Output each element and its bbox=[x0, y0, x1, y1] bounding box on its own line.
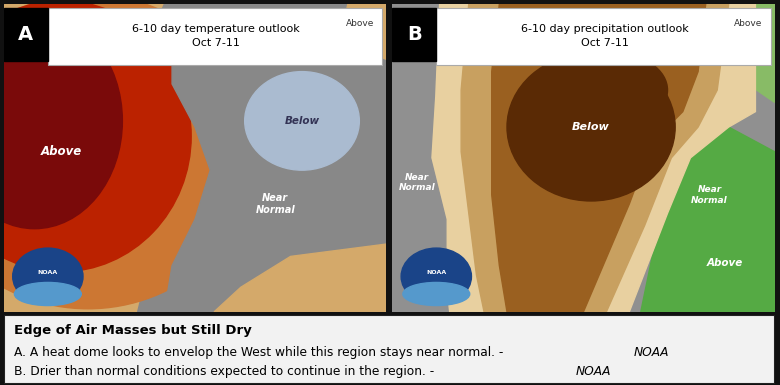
Text: Below: Below bbox=[285, 116, 320, 126]
Text: A: A bbox=[18, 25, 34, 44]
Text: Above: Above bbox=[41, 145, 82, 158]
Circle shape bbox=[12, 248, 83, 305]
Text: Near
Normal: Near Normal bbox=[255, 193, 295, 215]
Ellipse shape bbox=[561, 53, 668, 127]
Text: B. Drier than normal conditions expected to continue in the region. -: B. Drier than normal conditions expected… bbox=[14, 365, 438, 378]
Polygon shape bbox=[138, 4, 386, 312]
Ellipse shape bbox=[402, 283, 470, 306]
Text: 6-10 day precipitation outlook
Oct 7-11: 6-10 day precipitation outlook Oct 7-11 bbox=[520, 23, 688, 48]
Polygon shape bbox=[721, 4, 775, 102]
Circle shape bbox=[401, 248, 471, 305]
Ellipse shape bbox=[507, 53, 675, 201]
Text: NOAA: NOAA bbox=[37, 270, 58, 275]
Text: Above: Above bbox=[346, 19, 374, 28]
Ellipse shape bbox=[0, 13, 122, 229]
Ellipse shape bbox=[0, 1, 191, 272]
Ellipse shape bbox=[245, 72, 360, 170]
Polygon shape bbox=[215, 244, 386, 312]
Polygon shape bbox=[641, 127, 775, 312]
Text: Edge of Air Masses but Still Dry: Edge of Air Masses but Still Dry bbox=[14, 324, 252, 336]
Polygon shape bbox=[431, 4, 755, 312]
Ellipse shape bbox=[14, 283, 81, 306]
Text: 6-10 day temperature outlook
Oct 7-11: 6-10 day temperature outlook Oct 7-11 bbox=[132, 23, 300, 48]
Polygon shape bbox=[491, 4, 706, 312]
Text: B: B bbox=[406, 25, 421, 44]
FancyBboxPatch shape bbox=[436, 8, 771, 65]
FancyBboxPatch shape bbox=[48, 8, 382, 65]
Polygon shape bbox=[392, 4, 446, 312]
Text: NOAA: NOAA bbox=[576, 365, 612, 378]
Polygon shape bbox=[340, 4, 386, 59]
Text: A. A heat dome looks to envelop the West while this region stays near normal. -: A. A heat dome looks to envelop the West… bbox=[14, 346, 507, 359]
Text: Above: Above bbox=[707, 258, 743, 268]
Text: Near
Normal: Near Normal bbox=[691, 185, 728, 204]
Polygon shape bbox=[461, 4, 729, 312]
FancyBboxPatch shape bbox=[4, 8, 48, 61]
Polygon shape bbox=[165, 4, 386, 312]
Text: Near
Normal: Near Normal bbox=[399, 173, 435, 192]
Ellipse shape bbox=[0, 0, 256, 309]
Text: NOAA: NOAA bbox=[633, 346, 669, 359]
FancyBboxPatch shape bbox=[392, 8, 436, 61]
Text: NOAA: NOAA bbox=[426, 270, 446, 275]
Text: Below: Below bbox=[573, 122, 610, 132]
Text: Above: Above bbox=[734, 19, 762, 28]
FancyBboxPatch shape bbox=[4, 315, 775, 384]
